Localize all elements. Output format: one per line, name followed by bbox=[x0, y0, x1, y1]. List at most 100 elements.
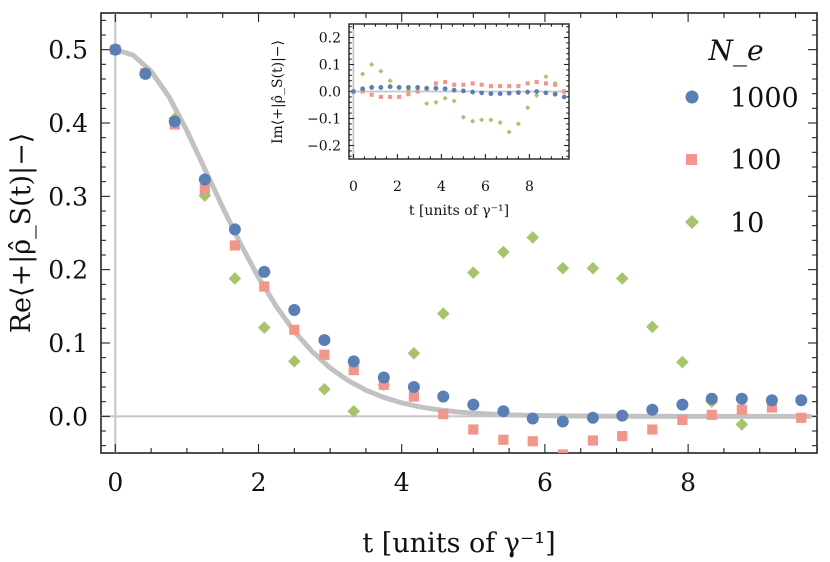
legend-marker-1000 bbox=[685, 90, 699, 104]
data-point-ne-1000 bbox=[705, 392, 718, 405]
inset-data-point-ne-100 bbox=[562, 89, 567, 94]
inset-data-point-ne-100 bbox=[360, 89, 365, 94]
inset-data-point-ne-1000 bbox=[479, 90, 485, 96]
legend-label-10: 10 bbox=[730, 208, 764, 239]
inset-data-point-ne-1000 bbox=[387, 84, 393, 90]
inset-data-point-ne-10 bbox=[515, 121, 521, 127]
inset-data-point-ne-1000 bbox=[525, 89, 531, 95]
inset-data-points bbox=[350, 61, 567, 135]
inset-data-point-ne-1000 bbox=[360, 86, 366, 92]
inset-y-axis-label: Im⟨+|ρ̂_S(t)|−⟩ bbox=[270, 40, 286, 144]
main-x-axis-label: t [units of γ⁻¹] bbox=[362, 528, 555, 559]
data-point-ne-1000 bbox=[526, 412, 539, 425]
inset-data-point-ne-100 bbox=[488, 84, 493, 89]
data-point-ne-100 bbox=[766, 402, 777, 413]
data-point-ne-10 bbox=[407, 346, 421, 360]
data-point-ne-10 bbox=[735, 418, 749, 431]
inset-data-point-ne-1000 bbox=[442, 86, 448, 92]
x-tick-label: 2 bbox=[393, 179, 402, 195]
inset-data-point-ne-10 bbox=[543, 74, 549, 80]
data-point-ne-1000 bbox=[467, 398, 480, 411]
data-point-ne-100 bbox=[796, 412, 807, 423]
data-point-ne-100 bbox=[438, 409, 449, 420]
inset-data-point-ne-10 bbox=[387, 78, 393, 84]
inset-data-point-ne-100 bbox=[433, 81, 438, 86]
data-point-ne-10 bbox=[228, 272, 242, 285]
data-point-ne-10 bbox=[646, 320, 659, 334]
inset-plot: 0 2 4 6 8−0.2−0.10.00.10.2 t [units of γ⁻¹] … bbox=[270, 23, 570, 219]
y-tick-label: 0.0 bbox=[319, 85, 341, 101]
y-tick-label: 0.5 bbox=[48, 36, 88, 65]
legend-label-1000: 1000 bbox=[730, 83, 799, 114]
data-point-ne-1000 bbox=[407, 381, 420, 393]
inset-data-point-ne-1000 bbox=[369, 85, 375, 90]
inset-data-point-ne-100 bbox=[507, 84, 512, 89]
data-point-ne-1000 bbox=[676, 398, 689, 411]
inset-data-point-ne-10 bbox=[424, 101, 430, 107]
inset-data-point-ne-100 bbox=[543, 81, 548, 86]
data-point-ne-1000 bbox=[795, 394, 808, 407]
inset-data-point-ne-10 bbox=[360, 71, 366, 77]
legend-marker-10 bbox=[685, 215, 699, 229]
inset-data-point-ne-100 bbox=[516, 84, 521, 89]
inset-data-point-ne-10 bbox=[506, 129, 512, 135]
x-tick-label: 8 bbox=[680, 468, 696, 497]
data-point-ne-1000 bbox=[258, 265, 271, 278]
data-point-ne-100 bbox=[706, 409, 717, 420]
data-point-ne-100 bbox=[527, 436, 538, 447]
inset-data-point-ne-100 bbox=[369, 92, 374, 97]
inset-data-point-ne-1000 bbox=[534, 89, 540, 94]
inset-data-point-ne-1000 bbox=[424, 85, 430, 91]
data-point-ne-1000 bbox=[616, 409, 629, 422]
legend-marker-100 bbox=[686, 154, 697, 165]
inset-data-point-ne-100 bbox=[534, 80, 539, 85]
y-tick-label: 0.0 bbox=[48, 402, 88, 431]
inset-data-point-ne-10 bbox=[470, 118, 476, 124]
inset-data-point-ne-100 bbox=[406, 92, 411, 97]
data-point-ne-1000 bbox=[497, 405, 510, 418]
data-point-ne-10 bbox=[467, 266, 480, 279]
data-point-ne-1000 bbox=[109, 43, 122, 56]
x-tick-label: 4 bbox=[437, 179, 446, 195]
data-point-ne-100 bbox=[199, 183, 210, 195]
data-point-ne-10 bbox=[526, 231, 540, 244]
inset-data-point-ne-10 bbox=[497, 120, 503, 126]
inset-data-point-ne-1000 bbox=[552, 91, 558, 97]
inset-data-point-ne-100 bbox=[397, 94, 402, 99]
inset-data-point-ne-10 bbox=[442, 95, 448, 101]
inset-data-point-ne-1000 bbox=[378, 85, 384, 90]
inset-data-point-ne-100 bbox=[388, 94, 393, 99]
legend-title: N_e bbox=[707, 34, 763, 67]
data-point-ne-100 bbox=[319, 349, 330, 360]
data-point-ne-1000 bbox=[556, 415, 569, 428]
data-point-ne-1000 bbox=[377, 371, 390, 384]
main-tick-labels: 0 2 4 6 8 0.0 0.1 0.2 0.3 0.4 0.5 bbox=[48, 36, 696, 497]
data-point-ne-1000 bbox=[735, 392, 748, 405]
y-tick-label: 0.4 bbox=[48, 109, 88, 138]
data-point-ne-1000 bbox=[765, 394, 778, 407]
data-point-ne-100 bbox=[408, 391, 419, 402]
data-point-ne-10 bbox=[676, 355, 689, 369]
data-point-ne-100 bbox=[647, 424, 658, 435]
inset-data-point-ne-100 bbox=[378, 94, 383, 99]
inset-data-point-ne-100 bbox=[461, 82, 466, 87]
inset-data-point-ne-1000 bbox=[470, 89, 476, 95]
x-tick-label: 6 bbox=[481, 179, 490, 195]
inset-x-axis-label: t [units of γ⁻¹] bbox=[409, 203, 509, 219]
inset-data-point-ne-100 bbox=[415, 89, 420, 94]
data-point-ne-1000 bbox=[347, 355, 360, 368]
data-point-ne-100 bbox=[617, 431, 628, 442]
data-point-ne-1000 bbox=[198, 173, 211, 186]
data-point-ne-10 bbox=[556, 261, 570, 275]
data-point-ne-10 bbox=[257, 321, 271, 334]
inset-data-point-ne-1000 bbox=[406, 85, 411, 90]
y-tick-label: −0.2 bbox=[307, 139, 341, 155]
inset-data-point-ne-1000 bbox=[543, 90, 549, 96]
inset-data-point-ne-10 bbox=[525, 105, 531, 111]
data-point-ne-100 bbox=[229, 240, 240, 251]
inset-data-point-ne-1000 bbox=[415, 85, 421, 90]
inset-data-point-ne-1000 bbox=[561, 94, 567, 100]
data-point-ne-100 bbox=[259, 281, 270, 292]
inset-data-point-ne-100 bbox=[479, 82, 484, 87]
